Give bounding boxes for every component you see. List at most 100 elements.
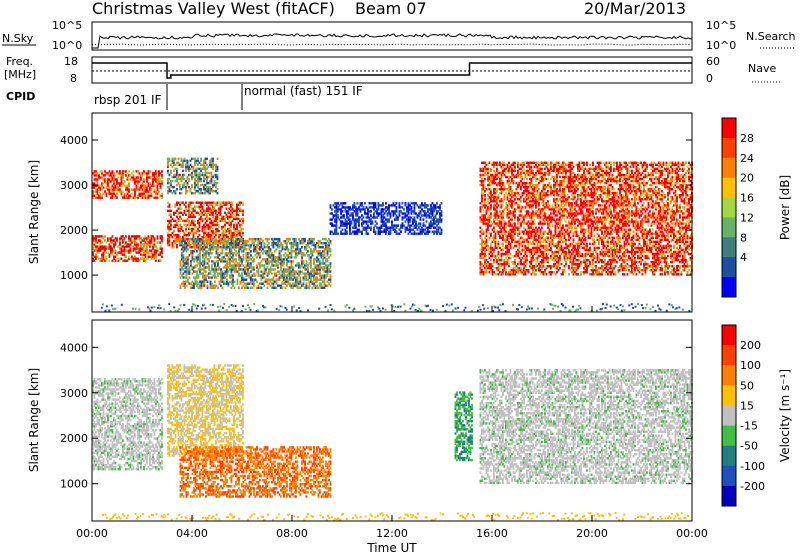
heatmap-cell xyxy=(409,220,411,223)
heatmap-cell xyxy=(99,235,102,238)
heatmap-cell xyxy=(93,259,96,262)
heatmap-cell xyxy=(110,172,112,175)
heatmap-cell xyxy=(254,246,257,249)
heatmap-cell xyxy=(329,204,332,207)
heatmap-cell xyxy=(152,253,154,256)
heatmap-cell xyxy=(515,188,518,191)
heatmap-cell xyxy=(389,214,392,217)
heatmap-cell xyxy=(431,206,434,209)
heatmap-cell xyxy=(224,225,226,229)
heatmap-cell xyxy=(188,207,190,210)
heatmap-cell xyxy=(355,218,357,221)
heatmap-cell xyxy=(271,242,273,245)
heatmap-cell xyxy=(250,270,252,273)
heatmap-cell xyxy=(340,208,342,211)
heatmap-cell xyxy=(197,163,199,167)
heatmap-cell xyxy=(271,268,273,271)
heatmap-cell xyxy=(316,256,318,259)
heatmap-cell xyxy=(233,246,236,249)
heatmap-cell xyxy=(237,240,240,243)
heatmap-cell xyxy=(313,276,315,279)
heatmap-cell xyxy=(491,252,494,256)
heatmap-cell xyxy=(272,254,275,257)
heatmap-cell xyxy=(479,167,482,171)
heatmap-cell xyxy=(122,176,124,179)
heatmap-cell xyxy=(156,186,159,189)
heatmap-cell xyxy=(128,235,130,238)
heatmap-cell xyxy=(317,272,320,275)
heatmap-cell xyxy=(156,188,159,191)
heatmap-cell xyxy=(218,217,220,221)
heatmap-cell xyxy=(493,228,495,231)
heatmap-cell xyxy=(323,284,326,287)
heatmap-cell xyxy=(140,249,142,252)
heatmap-cell xyxy=(93,190,96,193)
heatmap-cell xyxy=(216,169,219,173)
heatmap-cell xyxy=(203,209,205,212)
heatmap-cell xyxy=(210,209,213,212)
heatmap-cell xyxy=(212,185,214,189)
heatmap-cell xyxy=(183,246,186,249)
heatmap-cell xyxy=(316,272,318,275)
heatmap-cell xyxy=(194,215,196,219)
heatmap-cell xyxy=(207,181,210,185)
heatmap-cell xyxy=(156,247,159,250)
heatmap-cell xyxy=(328,242,330,245)
heatmap-cell xyxy=(147,235,150,238)
heatmap-cell xyxy=(208,268,210,271)
heatmap-cell xyxy=(209,190,211,193)
heatmap-cell xyxy=(114,178,117,181)
heatmap-cell xyxy=(440,220,443,223)
heatmap-cell xyxy=(323,278,326,281)
heatmap-cell xyxy=(259,256,261,259)
heatmap-cell xyxy=(191,192,193,195)
heatmap-cell xyxy=(119,184,121,187)
heatmap-cell xyxy=(237,213,240,216)
heatmap-cell xyxy=(134,190,136,193)
heatmap-cell xyxy=(110,251,112,254)
heatmap-cell xyxy=(170,169,172,173)
heatmap-cell xyxy=(295,254,297,257)
heatmap-cell xyxy=(138,249,141,252)
heatmap-cell xyxy=(122,239,124,242)
heatmap-cell xyxy=(210,223,213,227)
heatmap-cell xyxy=(274,286,276,289)
heatmap-cell xyxy=(230,235,232,239)
heatmap-cell xyxy=(167,233,169,237)
heatmap-cell xyxy=(191,250,194,253)
heatmap-cell xyxy=(265,258,267,261)
heatmap-cell xyxy=(192,167,195,171)
heatmap-cell xyxy=(230,223,232,227)
heatmap-cell xyxy=(196,258,198,261)
heatmap-cell xyxy=(152,184,154,187)
heatmap-cell xyxy=(153,188,156,191)
heatmap-cell xyxy=(230,270,233,273)
heatmap-cell xyxy=(218,213,220,216)
heatmap-cell xyxy=(481,242,483,246)
heatmap-cell xyxy=(293,272,296,275)
heatmap-cell xyxy=(428,212,431,215)
heatmap-cell xyxy=(102,247,105,250)
heatmap-cell xyxy=(401,206,404,209)
heatmap-cell xyxy=(197,229,199,233)
heatmap-cell xyxy=(150,194,153,197)
heatmap-cell xyxy=(99,192,102,195)
heatmap-cell xyxy=(189,231,192,235)
heatmap-cell xyxy=(326,272,329,275)
heatmap-cell xyxy=(427,226,429,229)
heatmap-cell xyxy=(200,280,203,283)
heatmap-cell xyxy=(418,222,420,225)
heatmap-cell xyxy=(490,242,492,246)
heatmap-cell xyxy=(310,262,312,265)
heatmap-cell xyxy=(508,171,510,175)
heatmap-cell xyxy=(167,185,169,189)
heatmap-cell xyxy=(210,240,213,243)
heatmap-cell xyxy=(439,226,441,229)
heatmap-cell xyxy=(122,182,124,185)
heatmap-cell xyxy=(496,258,498,262)
heatmap-cell xyxy=(496,260,498,264)
heatmap-cell xyxy=(203,252,206,255)
heatmap-cell xyxy=(257,254,260,257)
heatmap-cell xyxy=(238,237,240,241)
heatmap-cell xyxy=(221,252,224,255)
